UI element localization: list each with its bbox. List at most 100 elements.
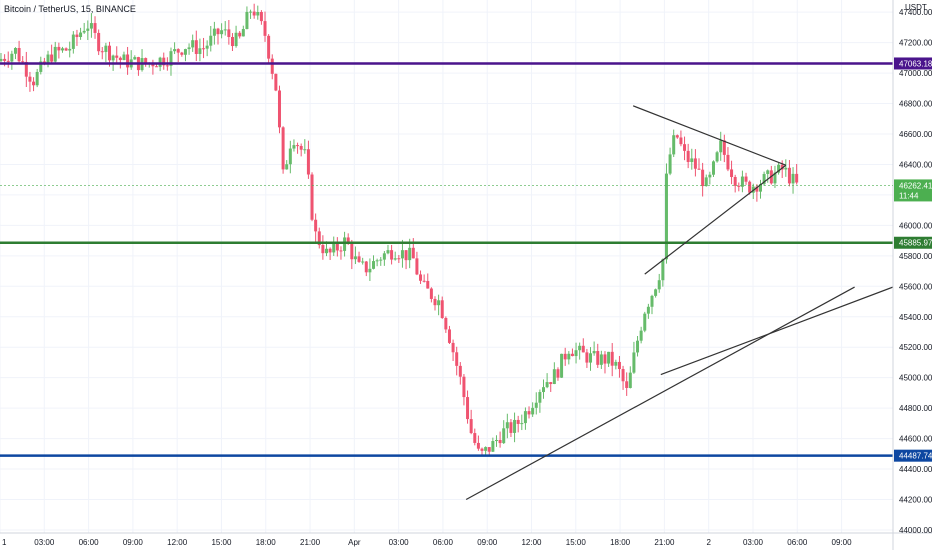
candle-body [733, 177, 737, 186]
candle-body [762, 173, 766, 185]
candle-body [549, 382, 553, 385]
candle-body [191, 40, 195, 48]
candle-body [267, 35, 271, 59]
candle-body [513, 419, 517, 433]
candle-body [82, 30, 86, 33]
candle-body [538, 392, 542, 403]
candle-body [155, 66, 159, 68]
candle-body [657, 280, 661, 290]
x-tick-label: 21:00 [300, 538, 321, 547]
candle-body [332, 243, 336, 253]
x-tick-label: 06:00 [79, 538, 100, 547]
candle-body [86, 28, 90, 31]
candle-body [303, 149, 307, 151]
x-tick-label: 09:00 [123, 538, 144, 547]
candle-body [722, 140, 726, 155]
candle-body [350, 243, 354, 260]
candle-body [3, 58, 7, 61]
candle-body [737, 185, 741, 187]
trendline-long-uptrend[interactable] [465, 286, 855, 501]
candle-body [719, 140, 723, 153]
candle-body [625, 381, 629, 388]
candle-body [6, 60, 10, 62]
candle-body [216, 28, 220, 35]
y-tick-label: 45000.00 [899, 374, 932, 383]
candle-body [784, 167, 788, 170]
candle-body [534, 402, 538, 408]
candle-body [10, 53, 14, 62]
candle-body [28, 76, 32, 82]
candle-body [690, 158, 694, 162]
candle-body [169, 51, 173, 66]
candle-body [447, 329, 451, 343]
candle-body [509, 422, 513, 433]
y-tick-label: 46800.00 [899, 100, 932, 109]
y-tick-label: 44600.00 [899, 435, 932, 444]
trendline-uptrend-extension[interactable] [660, 286, 894, 376]
candle-body [607, 351, 611, 364]
candle-body [368, 268, 372, 273]
candle-body [610, 351, 614, 366]
candle-body [455, 352, 459, 366]
candle-body [238, 32, 242, 37]
candle-body [324, 248, 328, 254]
candle-body [187, 47, 191, 50]
candle-body [205, 45, 209, 49]
trendline-pennant-upper[interactable] [632, 105, 787, 166]
candle-body [628, 372, 632, 388]
candle-body [180, 52, 184, 55]
candle-body [632, 352, 636, 373]
candle-body [390, 250, 394, 260]
candle-body [636, 340, 640, 353]
candle-body [552, 369, 556, 385]
candle-body [614, 361, 618, 366]
candle-body [404, 250, 408, 261]
candle-body [212, 28, 216, 36]
candle-body [50, 54, 54, 62]
candle-body [382, 253, 386, 260]
candle-body [444, 317, 448, 330]
candle-body [93, 23, 97, 33]
candle-body [227, 29, 231, 37]
candle-body [683, 144, 687, 151]
candle-body [592, 351, 596, 354]
candle-body [520, 423, 524, 425]
trendline-pennant-lower[interactable] [644, 164, 787, 275]
candle-body [505, 422, 509, 429]
candle-body [310, 174, 314, 220]
candle-body [339, 250, 343, 252]
candle-body [118, 57, 122, 61]
x-tick-label: 03:00 [389, 538, 410, 547]
candle-body [100, 51, 104, 53]
candle-body [285, 164, 289, 170]
candle-body [668, 154, 672, 174]
candle-body [202, 48, 206, 50]
countdown-label: 11:44 [899, 191, 919, 200]
x-tick-label: 06:00 [787, 538, 808, 547]
x-tick-label: 12:00 [167, 538, 188, 547]
candle-body [758, 184, 762, 192]
level-price-tag-text: 47063.18 [899, 59, 932, 68]
y-tick-label: 45800.00 [899, 252, 932, 261]
candle-body [256, 11, 260, 16]
candle-body [353, 256, 357, 260]
x-tick-label: 15:00 [566, 538, 587, 547]
candle-body [288, 148, 292, 165]
candle-body [375, 260, 379, 262]
candle-body [498, 439, 502, 444]
candle-body [730, 169, 734, 178]
candle-body [299, 145, 303, 150]
candle-body [53, 46, 57, 62]
candle-body [111, 55, 115, 61]
candle-body [491, 441, 495, 452]
candle-body [589, 353, 593, 363]
candle-body [183, 49, 187, 55]
candle-body [46, 54, 50, 64]
candle-body [364, 261, 368, 273]
candle-body [263, 21, 267, 36]
candle-body [249, 11, 253, 13]
candle-body [32, 81, 36, 86]
candle-body [144, 58, 148, 64]
